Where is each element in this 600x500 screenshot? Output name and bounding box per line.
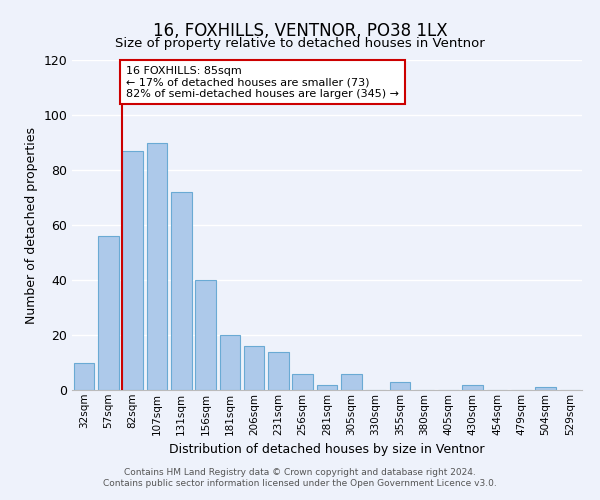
- Bar: [292, 374, 313, 390]
- Bar: [220, 335, 240, 390]
- X-axis label: Distribution of detached houses by size in Ventnor: Distribution of detached houses by size …: [169, 443, 485, 456]
- Y-axis label: Number of detached properties: Number of detached properties: [25, 126, 38, 324]
- Bar: [122, 151, 143, 390]
- Bar: [535, 387, 556, 390]
- Bar: [244, 346, 265, 390]
- Bar: [389, 382, 410, 390]
- Bar: [195, 280, 216, 390]
- Bar: [268, 352, 289, 390]
- Text: Contains HM Land Registry data © Crown copyright and database right 2024.
Contai: Contains HM Land Registry data © Crown c…: [103, 468, 497, 487]
- Text: Size of property relative to detached houses in Ventnor: Size of property relative to detached ho…: [115, 38, 485, 51]
- Bar: [171, 192, 191, 390]
- Bar: [317, 384, 337, 390]
- Bar: [341, 374, 362, 390]
- Bar: [74, 362, 94, 390]
- Text: 16, FOXHILLS, VENTNOR, PO38 1LX: 16, FOXHILLS, VENTNOR, PO38 1LX: [152, 22, 448, 40]
- Bar: [146, 142, 167, 390]
- Text: 16 FOXHILLS: 85sqm
← 17% of detached houses are smaller (73)
82% of semi-detache: 16 FOXHILLS: 85sqm ← 17% of detached hou…: [126, 66, 399, 98]
- Bar: [98, 236, 119, 390]
- Bar: [463, 384, 483, 390]
